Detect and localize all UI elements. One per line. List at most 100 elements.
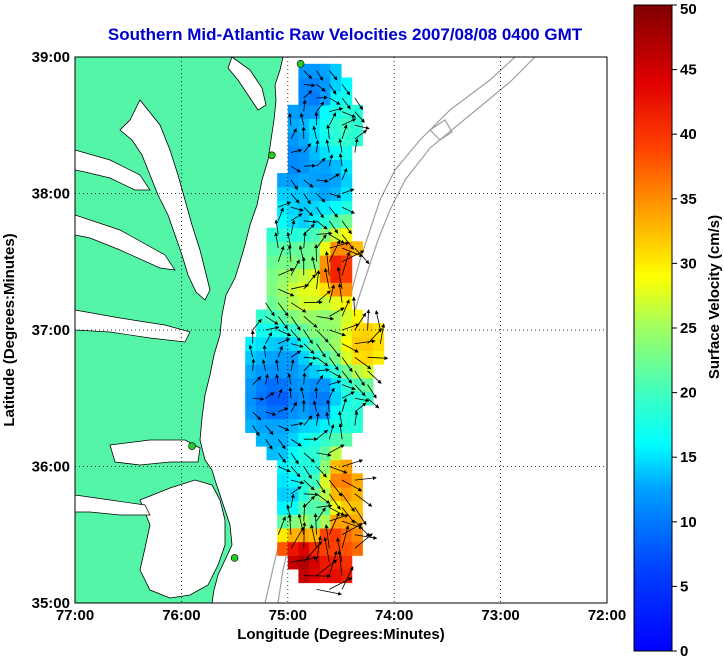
velocity-vector	[328, 357, 339, 371]
velocity-cell	[277, 309, 289, 324]
velocity-vector	[341, 220, 352, 235]
velocity-cell	[309, 132, 321, 147]
x-tick-label: 77:00	[56, 607, 94, 624]
velocity-cell	[319, 555, 331, 570]
velocity-cell	[277, 527, 289, 543]
velocity-cell	[309, 323, 321, 338]
velocity-vector	[303, 83, 316, 88]
velocity-vector	[265, 425, 274, 436]
bay-inlet-3	[75, 309, 191, 343]
velocity-vector	[341, 299, 350, 317]
velocity-cell	[266, 282, 278, 297]
velocity-cell	[330, 132, 342, 147]
y-tick-label: 35:00	[32, 595, 70, 612]
velocity-vector	[277, 316, 288, 330]
velocity-vector	[329, 307, 345, 317]
velocity-cell	[287, 241, 300, 256]
velocity-cell	[319, 446, 331, 461]
velocity-cell	[255, 418, 268, 433]
x-tick-label: 75:00	[269, 607, 307, 624]
velocity-cell	[341, 350, 353, 365]
colorbar-tick-label: 20	[680, 385, 697, 402]
velocity-vector	[265, 316, 279, 325]
x-axis: 77:00 76:00 75:00 74:00 73:00 72:00	[56, 607, 626, 624]
velocity-vector	[316, 356, 329, 367]
velocity-vector	[341, 124, 348, 140]
velocity-cell	[287, 377, 300, 393]
velocity-cell	[255, 364, 268, 379]
velocity-vector	[303, 356, 317, 361]
velocity-cell	[309, 405, 321, 420]
velocity-vector	[312, 125, 317, 139]
velocity-vector	[328, 512, 340, 535]
velocity-vector	[302, 521, 307, 549]
velocity-cell	[309, 364, 321, 379]
velocity-vector	[265, 331, 272, 344]
bay-inlet-2	[75, 214, 176, 271]
velocity-vector	[328, 550, 338, 576]
velocity-cell	[351, 473, 363, 488]
velocity-vector	[303, 479, 315, 491]
velocity-cell	[330, 77, 342, 92]
velocity-vector	[303, 495, 315, 508]
velocity-cell	[277, 446, 289, 461]
velocity-cell	[330, 118, 342, 133]
velocity-vector	[328, 387, 335, 399]
velocity-vector	[354, 384, 366, 397]
velocity-cell	[351, 323, 363, 338]
velocity-vector	[367, 328, 383, 344]
velocity-cell	[309, 377, 321, 393]
velocity-cell	[341, 268, 353, 283]
velocity-vector	[290, 219, 296, 235]
velocity-cell	[287, 418, 300, 433]
velocity-vector	[341, 525, 350, 549]
velocity-vector	[329, 444, 345, 454]
velocity-cell	[319, 213, 331, 229]
velocity-vector	[316, 368, 330, 373]
velocity-cell	[351, 541, 363, 556]
velocity-cell	[341, 159, 353, 174]
velocity-vector	[262, 344, 267, 358]
velocity-cell	[341, 500, 353, 515]
velocity-cell	[287, 555, 300, 570]
velocity-cell	[309, 282, 321, 297]
velocity-cell	[330, 432, 342, 447]
velocity-cell	[341, 295, 353, 311]
velocity-cell	[319, 377, 331, 393]
velocity-vector	[354, 247, 370, 265]
velocity-cell	[298, 418, 310, 433]
velocity-cell	[319, 118, 331, 133]
velocity-vector	[277, 516, 286, 535]
velocity-cell	[372, 336, 385, 352]
velocity-cell	[245, 377, 257, 393]
velocity-cell	[309, 213, 321, 229]
velocity-cell	[341, 213, 353, 229]
colorbar-tick-label: 35	[680, 191, 697, 208]
velocity-cell	[309, 459, 321, 474]
velocity-cell	[330, 200, 342, 215]
velocity-vector	[252, 376, 262, 385]
radar-stations	[188, 60, 305, 562]
velocity-vector	[328, 424, 335, 440]
velocity-vector	[329, 329, 347, 337]
velocity-cell	[341, 241, 353, 256]
velocity-vector	[316, 83, 326, 92]
colorbar-tick-label: 45	[680, 62, 697, 79]
velocity-vector	[341, 370, 353, 384]
velocity-cell	[255, 405, 268, 420]
velocity-vector	[265, 438, 273, 450]
velocity-vector	[274, 232, 279, 249]
colorbar-tick-label: 15	[680, 449, 697, 466]
velocity-cell	[266, 350, 278, 365]
velocity-vector	[341, 479, 363, 492]
velocity-cell	[266, 432, 278, 447]
velocity-vector	[338, 423, 343, 440]
velocity-cell	[319, 432, 331, 447]
velocity-vector	[341, 566, 354, 590]
velocity-vector	[290, 401, 297, 413]
velocity-vector	[329, 234, 345, 244]
velocity-vector	[277, 207, 284, 221]
velocity-cell	[319, 104, 331, 120]
velocity-cell	[277, 323, 289, 338]
velocity-cell	[319, 541, 331, 556]
